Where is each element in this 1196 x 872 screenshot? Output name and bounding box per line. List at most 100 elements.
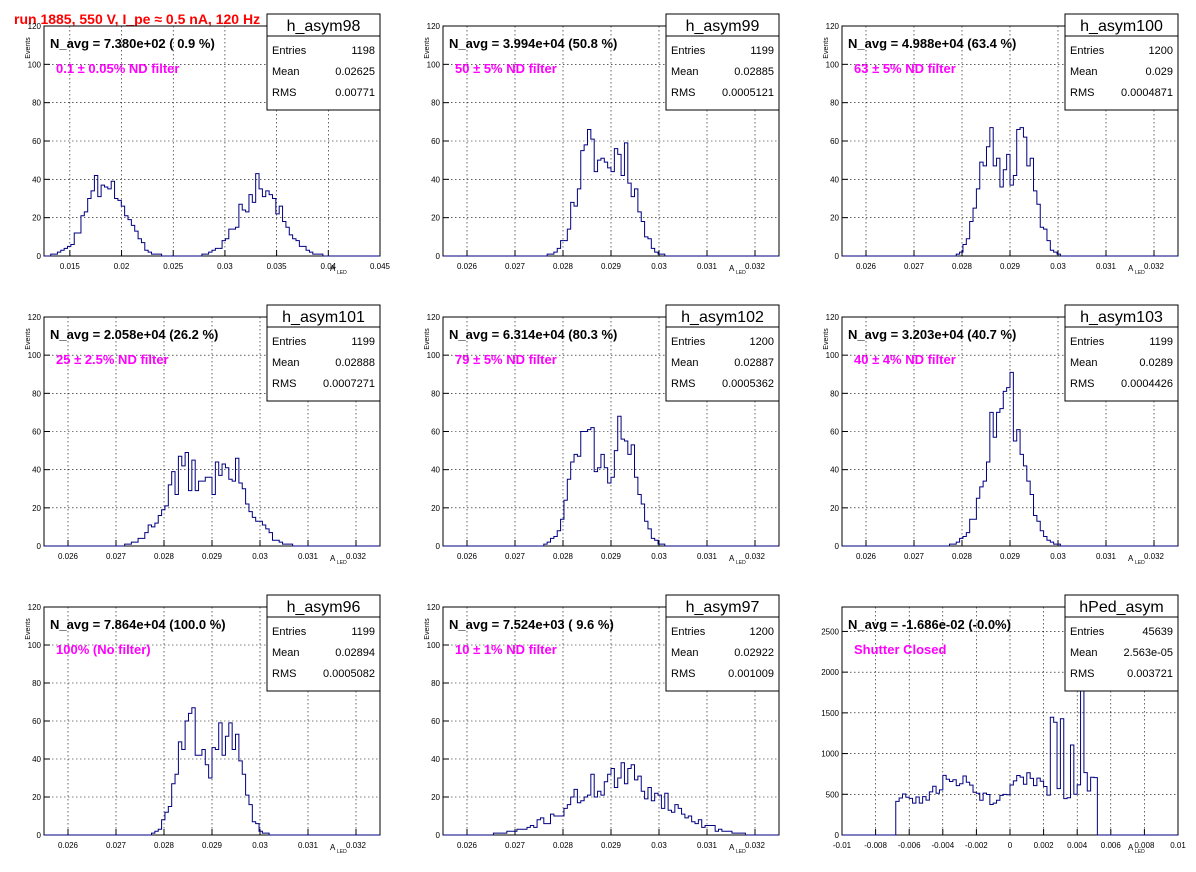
navg-label: N_avg = 2.058e+04 (26.2 %) xyxy=(50,327,218,342)
x-tick-label: 0.031 xyxy=(697,552,718,561)
y-axis-label: Events xyxy=(25,37,32,59)
stats-key: Mean xyxy=(272,357,300,369)
y-tick-label: 100 xyxy=(427,60,441,69)
y-tick-label: 2500 xyxy=(821,627,839,636)
x-tick-label: 0.03 xyxy=(252,552,268,561)
y-tick-label: 60 xyxy=(830,137,839,146)
stats-box xyxy=(1064,304,1179,402)
x-axis-label-sub: LED xyxy=(1135,560,1145,566)
y-tick-label: 60 xyxy=(431,428,440,437)
x-axis-label-sub: LED xyxy=(337,270,347,276)
navg-label: N_avg = 7.380e+02 ( 0.9 %) xyxy=(50,36,215,51)
y-tick-label: 100 xyxy=(28,60,42,69)
y-tick-label: 20 xyxy=(431,504,440,513)
x-axis-label-sub: LED xyxy=(337,849,347,855)
navg-label: N_avg = 6.314e+04 (80.3 %) xyxy=(449,327,617,342)
x-tick-label: 0.006 xyxy=(1101,841,1122,850)
stats-value: 0.00771 xyxy=(335,87,375,99)
x-tick-label: 0.028 xyxy=(952,262,973,271)
stats-value: 0.0005082 xyxy=(323,668,375,680)
stats-box-title: h_asym97 xyxy=(686,599,760,616)
stats-value: 1200 xyxy=(1149,45,1173,57)
histogram-series xyxy=(842,615,1178,836)
filter-annotation: 10 ± 1% ND filter xyxy=(455,642,557,657)
y-tick-label: 100 xyxy=(28,351,42,360)
y-tick-label: 80 xyxy=(830,99,839,108)
stats-value: 0.001009 xyxy=(728,668,774,680)
stats-key: RMS xyxy=(272,668,296,680)
y-tick-label: 0 xyxy=(835,831,840,840)
y-tick-label: 20 xyxy=(830,214,839,223)
histogram-panel-h_asym103: 0.026 0.027 0.028 0.029 0.03 0.031 0.032 0 20 40 6… xyxy=(823,304,1179,566)
stats-value: 1198 xyxy=(351,45,375,57)
x-tick-label: 0.03 xyxy=(651,262,667,271)
y-axis-label: Events xyxy=(424,37,431,59)
x-tick-label: 0.03 xyxy=(217,262,233,271)
stats-box-title: hPed_asym xyxy=(1079,599,1164,616)
y-tick-label: 0 xyxy=(835,542,840,551)
x-tick-label: 0.031 xyxy=(298,552,319,561)
navg-label: N_avg = 7.864e+04 (100.0 %) xyxy=(50,617,226,632)
x-tick-label: 0.028 xyxy=(952,552,973,561)
y-tick-label: 120 xyxy=(427,313,441,322)
x-tick-label: 0.029 xyxy=(601,262,622,271)
histogram-panel-h_asym102: 0.026 0.027 0.028 0.029 0.03 0.031 0.032 0 20 40 6… xyxy=(424,304,780,566)
x-tick-label: 0.027 xyxy=(505,841,526,850)
stats-key: Mean xyxy=(1070,66,1098,78)
stats-key: Entries xyxy=(1070,45,1105,57)
y-tick-label: 120 xyxy=(826,313,840,322)
y-axis-label: Events xyxy=(25,618,32,640)
stats-box-title: h_asym101 xyxy=(282,309,365,326)
y-tick-label: 80 xyxy=(32,99,41,108)
x-tick-label: 0.028 xyxy=(553,552,574,561)
y-tick-label: 500 xyxy=(826,790,840,799)
stats-key: Mean xyxy=(272,647,300,659)
y-tick-label: 120 xyxy=(826,22,840,31)
stats-key: Entries xyxy=(671,626,706,638)
x-tick-label: 0.026 xyxy=(457,841,478,850)
x-tick-label: 0.027 xyxy=(505,262,526,271)
stats-box xyxy=(266,13,381,111)
x-tick-label: 0.04 xyxy=(321,262,337,271)
stats-key: RMS xyxy=(272,87,296,99)
x-tick-label: 0.032 xyxy=(745,262,766,271)
x-axis-label-sub: LED xyxy=(1135,270,1145,276)
x-tick-label: 0.031 xyxy=(697,841,718,850)
histogram-panel-h_asym99: 0.026 0.027 0.028 0.029 0.03 0.031 0.032 0 20 40 6… xyxy=(424,13,780,276)
y-tick-label: 0 xyxy=(436,542,441,551)
stats-value: 1200 xyxy=(750,626,774,638)
filter-annotation: 63 ± 5% ND filter xyxy=(854,61,956,76)
y-tick-label: 40 xyxy=(32,175,41,184)
histogram-series xyxy=(44,707,380,836)
x-tick-label: 0.027 xyxy=(106,841,127,850)
stats-box-title: h_asym100 xyxy=(1080,18,1163,35)
y-tick-label: 2000 xyxy=(821,668,839,677)
stats-box-title: h_asym99 xyxy=(686,18,760,35)
y-tick-label: 80 xyxy=(32,389,41,398)
stats-value: 1199 xyxy=(351,626,375,638)
x-tick-label: 0.01 xyxy=(1170,841,1186,850)
histogram-series xyxy=(44,451,380,547)
stats-key: RMS xyxy=(1070,378,1094,390)
y-tick-label: 60 xyxy=(32,717,41,726)
x-tick-label: 0.031 xyxy=(298,841,319,850)
x-tick-label: 0.025 xyxy=(163,262,184,271)
x-tick-label: -0.004 xyxy=(931,841,954,850)
x-tick-label: 0.028 xyxy=(154,552,175,561)
stats-key: Entries xyxy=(272,336,307,348)
x-tick-label: 0.029 xyxy=(202,841,223,850)
x-tick-label: 0.029 xyxy=(202,552,223,561)
y-tick-label: 1000 xyxy=(821,750,839,759)
histogram-series xyxy=(443,415,779,547)
filter-annotation: 79 ± 5% ND filter xyxy=(455,352,557,367)
y-axis-label: Events xyxy=(823,328,830,350)
x-tick-label: 0.03 xyxy=(651,552,667,561)
x-axis-label-sub: LED xyxy=(736,560,746,566)
y-tick-label: 20 xyxy=(431,214,440,223)
stats-value: 0.003721 xyxy=(1127,668,1173,680)
stats-key: Entries xyxy=(671,45,706,57)
x-tick-label: 0.008 xyxy=(1134,841,1155,850)
x-tick-label: 0 xyxy=(1008,841,1013,850)
histogram-panel-hPed_asym: -0.01 -0.008 -0.006 -0.004 -0.002 0 0.002 0.004… xyxy=(821,594,1186,855)
stats-key: RMS xyxy=(1070,668,1094,680)
